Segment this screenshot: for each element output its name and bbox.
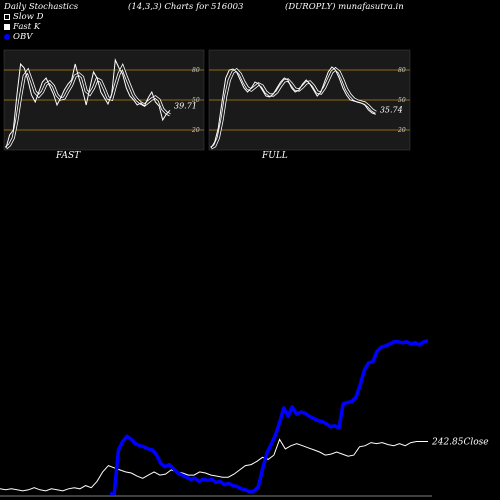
legend-slow-d-swatch (4, 14, 10, 20)
legend-slow-d-label: Slow D (13, 12, 44, 22)
fast-k-line-full (210, 66, 376, 149)
close-value-label: 242.85Close (431, 438, 489, 448)
close-price-line (0, 438, 428, 492)
legend-obv-swatch (4, 34, 10, 40)
legend-fast-k-label: Fast K (13, 22, 41, 32)
chart-title-middle: (14,3,3) Charts for 516003 (128, 2, 244, 12)
legend-obv: OBV (4, 32, 32, 42)
chart-title-right: (DUROPLY) munafasutra.in (285, 2, 404, 12)
level-label-full-20: 20 (397, 127, 406, 134)
obv-line (110, 339, 429, 496)
legend-fast-k: Fast K (4, 22, 40, 32)
level-label-fast-20: 20 (191, 127, 200, 134)
legend-slow-d: Slow D (4, 12, 43, 22)
last-value-full: 35.74 (380, 105, 403, 114)
fast-k-line-fast (5, 58, 171, 149)
legend-fast-k-swatch (4, 24, 10, 30)
slow-d-line-full (210, 67, 377, 149)
chart-title-left: Daily Stochastics (4, 2, 79, 12)
level-label-fast-50: 50 (192, 97, 200, 104)
level-label-fast-80: 80 (192, 67, 200, 74)
level-label-full-80: 80 (398, 67, 406, 74)
panel-label-full: FULL (262, 151, 288, 161)
legend-obv-label: OBV (13, 32, 33, 42)
panel-label-fast: FAST (56, 151, 81, 161)
level-label-full-50: 50 (398, 97, 406, 104)
last-value-fast: 39.71 (174, 101, 197, 110)
